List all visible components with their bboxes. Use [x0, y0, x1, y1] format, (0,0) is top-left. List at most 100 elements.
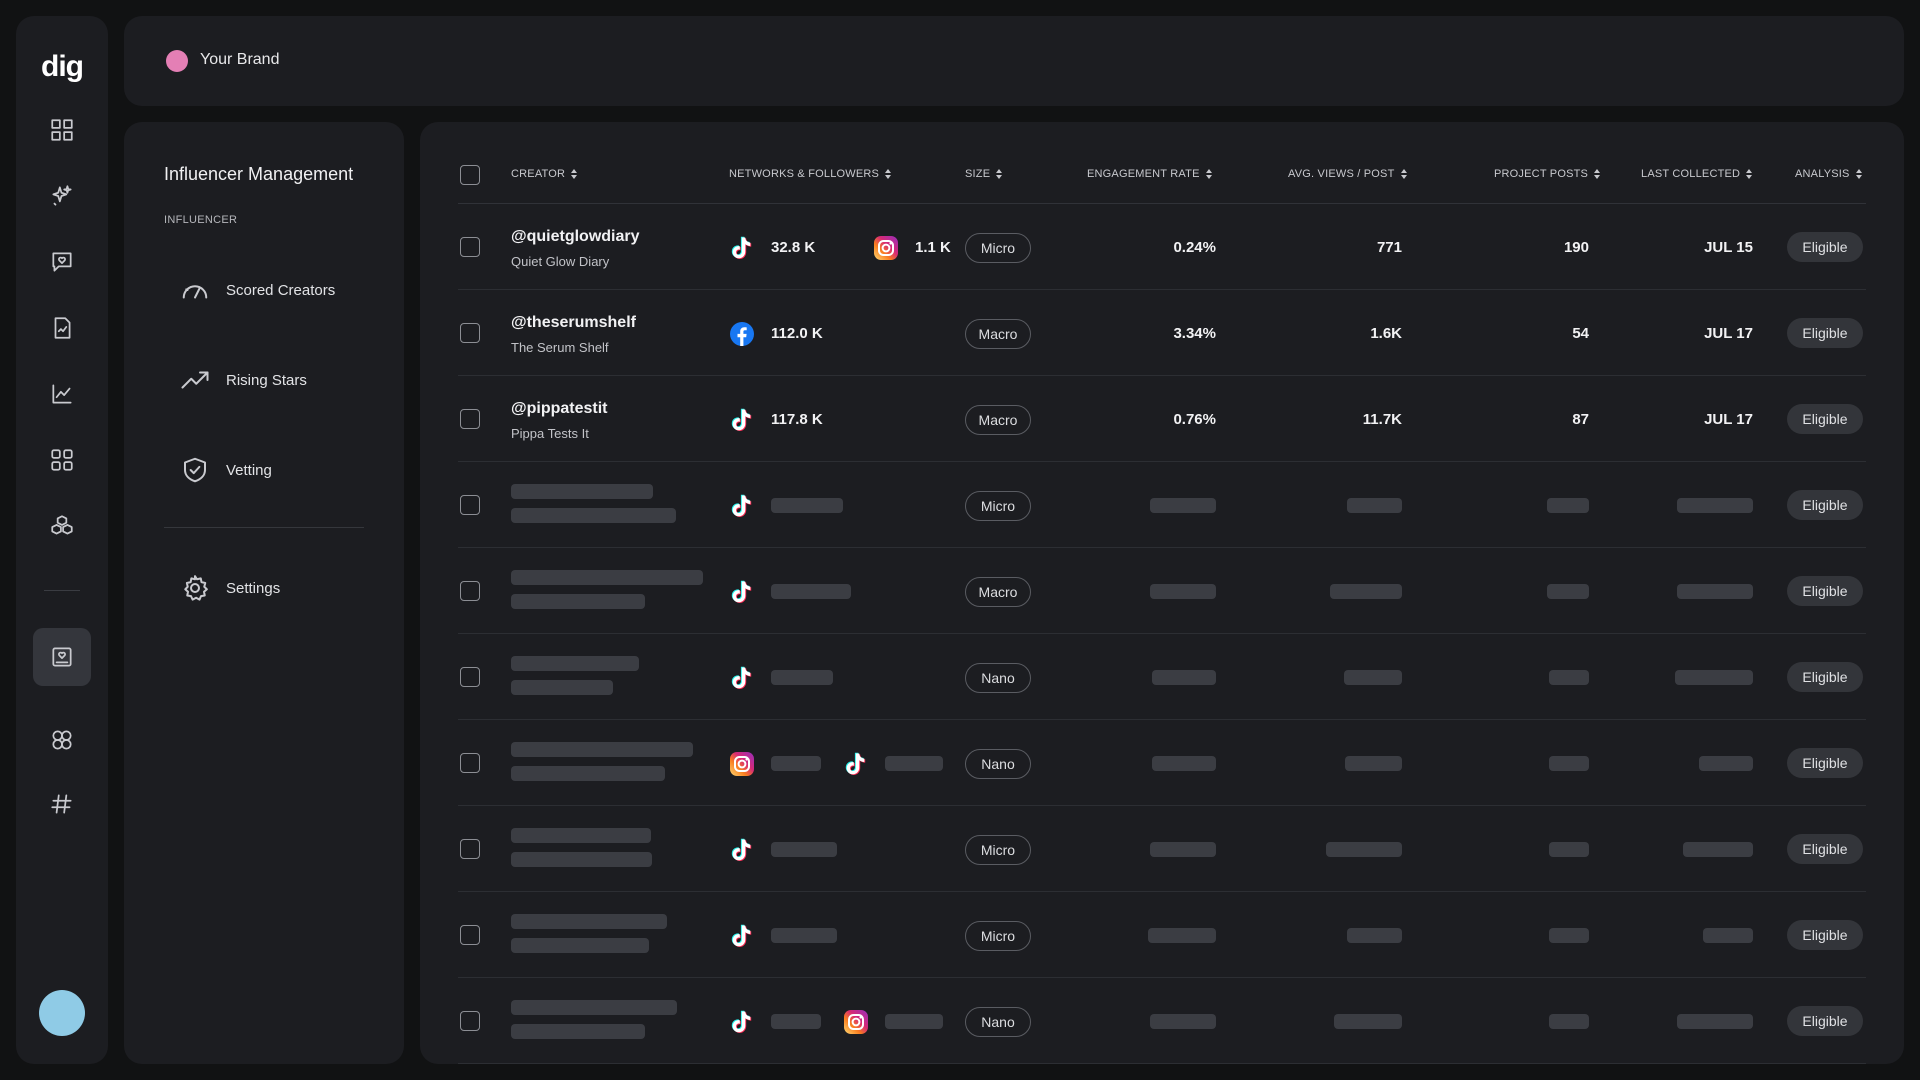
table-row[interactable]: Macro Eligible	[420, 548, 1904, 634]
table-row[interactable]: Nano Eligible	[420, 720, 1904, 806]
nav-item-label: Vetting	[226, 461, 272, 479]
sparkle-icon[interactable]	[42, 176, 82, 216]
last-collected-value: JUL 17	[1704, 411, 1753, 428]
row-divider	[458, 633, 1866, 634]
influencer-icon[interactable]	[33, 628, 91, 686]
instagram-icon	[843, 1009, 869, 1035]
header-label: PROJECT POSTS	[1494, 168, 1589, 180]
row-divider	[458, 891, 1866, 892]
skeleton-placeholder	[771, 842, 837, 857]
row-checkbox[interactable]	[460, 925, 480, 945]
apps-icon[interactable]	[42, 440, 82, 480]
analysis-eligible-button[interactable]: Eligible	[1787, 662, 1863, 692]
analysis-eligible-button[interactable]: Eligible	[1787, 834, 1863, 864]
skeleton-placeholder	[511, 656, 639, 671]
skeleton-placeholder	[1547, 498, 1589, 513]
skeleton-placeholder	[1677, 498, 1753, 513]
row-checkbox[interactable]	[460, 667, 480, 687]
creator-name: Quiet Glow Diary	[511, 254, 610, 269]
creator-handle[interactable]: @theserumshelf	[511, 314, 636, 331]
brand-name[interactable]: Your Brand	[200, 51, 280, 68]
analytics-icon[interactable]	[42, 374, 82, 414]
col-header-engagement[interactable]: ENGAGEMENT RATE	[1087, 168, 1212, 180]
skeleton-placeholder	[511, 914, 667, 929]
side-panel: Influencer Management INFLUENCER Scored …	[124, 122, 404, 1064]
col-header-networks[interactable]: NETWORKS & FOLLOWERS	[729, 168, 892, 180]
table-row[interactable]: Micro Eligible	[420, 462, 1904, 548]
skeleton-placeholder	[1330, 584, 1402, 599]
creator-handle[interactable]: @pippatestit	[511, 400, 608, 417]
app-logo[interactable]: dig	[41, 50, 84, 83]
gear-icon	[184, 575, 208, 601]
facebook-icon	[729, 321, 755, 347]
skeleton-placeholder	[1344, 670, 1402, 685]
header-label: CREATOR	[511, 168, 566, 180]
tiktok-icon	[729, 923, 755, 949]
table-row[interactable]: Nano Eligible	[420, 634, 1904, 720]
row-checkbox[interactable]	[460, 237, 480, 257]
skeleton-placeholder	[511, 594, 645, 609]
row-checkbox[interactable]	[460, 323, 480, 343]
analysis-eligible-button[interactable]: Eligible	[1787, 404, 1863, 434]
creator-name: Pippa Tests It	[511, 426, 589, 441]
skeleton-placeholder	[1334, 1014, 1402, 1029]
col-header-analysis[interactable]: ANALYSIS	[1795, 168, 1862, 180]
cubes-icon[interactable]	[42, 506, 82, 546]
analysis-eligible-button[interactable]: Eligible	[1787, 318, 1863, 348]
row-checkbox[interactable]	[460, 753, 480, 773]
col-header-last-collected[interactable]: LAST COLLECTED	[1641, 168, 1753, 180]
last-collected-value: JUL 15	[1704, 239, 1753, 256]
user-avatar[interactable]	[39, 990, 85, 1036]
skeleton-placeholder	[1148, 928, 1216, 943]
row-checkbox[interactable]	[460, 409, 480, 429]
report-icon[interactable]	[42, 308, 82, 348]
skeleton-placeholder	[1150, 842, 1216, 857]
engagement-value: 0.76%	[1173, 411, 1216, 428]
sort-icon	[1746, 169, 1753, 179]
nav-item-vetting[interactable]: Vetting	[180, 452, 272, 488]
analysis-eligible-button[interactable]: Eligible	[1787, 1006, 1863, 1036]
table-row[interactable]: @quietglowdiary Quiet Glow Diary 32.8 K 1.1…	[420, 204, 1904, 290]
table-row[interactable]: Nano Eligible	[420, 978, 1904, 1064]
chat-heart-icon[interactable]	[42, 242, 82, 282]
network-icon[interactable]	[42, 720, 82, 760]
analysis-eligible-button[interactable]: Eligible	[1787, 232, 1863, 262]
col-header-project-posts[interactable]: PROJECT POSTS	[1494, 168, 1601, 180]
skeleton-placeholder	[511, 852, 652, 867]
analysis-eligible-button[interactable]: Eligible	[1787, 490, 1863, 520]
nav-item-scored-creators[interactable]: Scored Creators	[180, 272, 335, 308]
hashtag-icon[interactable]	[42, 784, 82, 824]
nav-item-rising-stars[interactable]: Rising Stars	[180, 362, 307, 398]
row-checkbox[interactable]	[460, 839, 480, 859]
dashboard-icon[interactable]	[42, 110, 82, 150]
col-header-creator[interactable]: CREATOR	[511, 168, 578, 180]
row-checkbox[interactable]	[460, 581, 480, 601]
skeleton-placeholder	[511, 742, 693, 757]
nav-item-settings[interactable]: Settings	[180, 570, 280, 606]
skeleton-placeholder	[1547, 584, 1589, 599]
header-label: NETWORKS & FOLLOWERS	[729, 168, 880, 180]
sort-icon	[885, 169, 892, 179]
creator-handle[interactable]: @quietglowdiary	[511, 228, 640, 245]
row-checkbox[interactable]	[460, 495, 480, 515]
analysis-eligible-button[interactable]: Eligible	[1787, 748, 1863, 778]
row-divider	[458, 719, 1866, 720]
row-checkbox[interactable]	[460, 1011, 480, 1031]
skeleton-placeholder	[1152, 670, 1216, 685]
select-all-checkbox[interactable]	[460, 165, 480, 185]
skeleton-placeholder	[1549, 670, 1589, 685]
skeleton-placeholder	[511, 680, 613, 695]
row-divider	[458, 547, 1866, 548]
analysis-eligible-button[interactable]: Eligible	[1787, 576, 1863, 606]
table-row[interactable]: Micro Eligible	[420, 806, 1904, 892]
table-row[interactable]: @theserumshelf The Serum Shelf 112.0 K Macr…	[420, 290, 1904, 376]
col-header-avg-views[interactable]: AVG. VIEWS / POST	[1288, 168, 1407, 180]
table-row[interactable]: Micro Eligible	[420, 892, 1904, 978]
col-header-size[interactable]: SIZE	[965, 168, 1003, 180]
analysis-eligible-button[interactable]: Eligible	[1787, 920, 1863, 950]
size-badge: Macro	[965, 405, 1031, 435]
rail-divider	[44, 590, 80, 591]
trend-up-icon	[181, 371, 209, 389]
skeleton-placeholder	[511, 570, 703, 585]
table-row[interactable]: @pippatestit Pippa Tests It 117.8 K Macro 0.…	[420, 376, 1904, 462]
